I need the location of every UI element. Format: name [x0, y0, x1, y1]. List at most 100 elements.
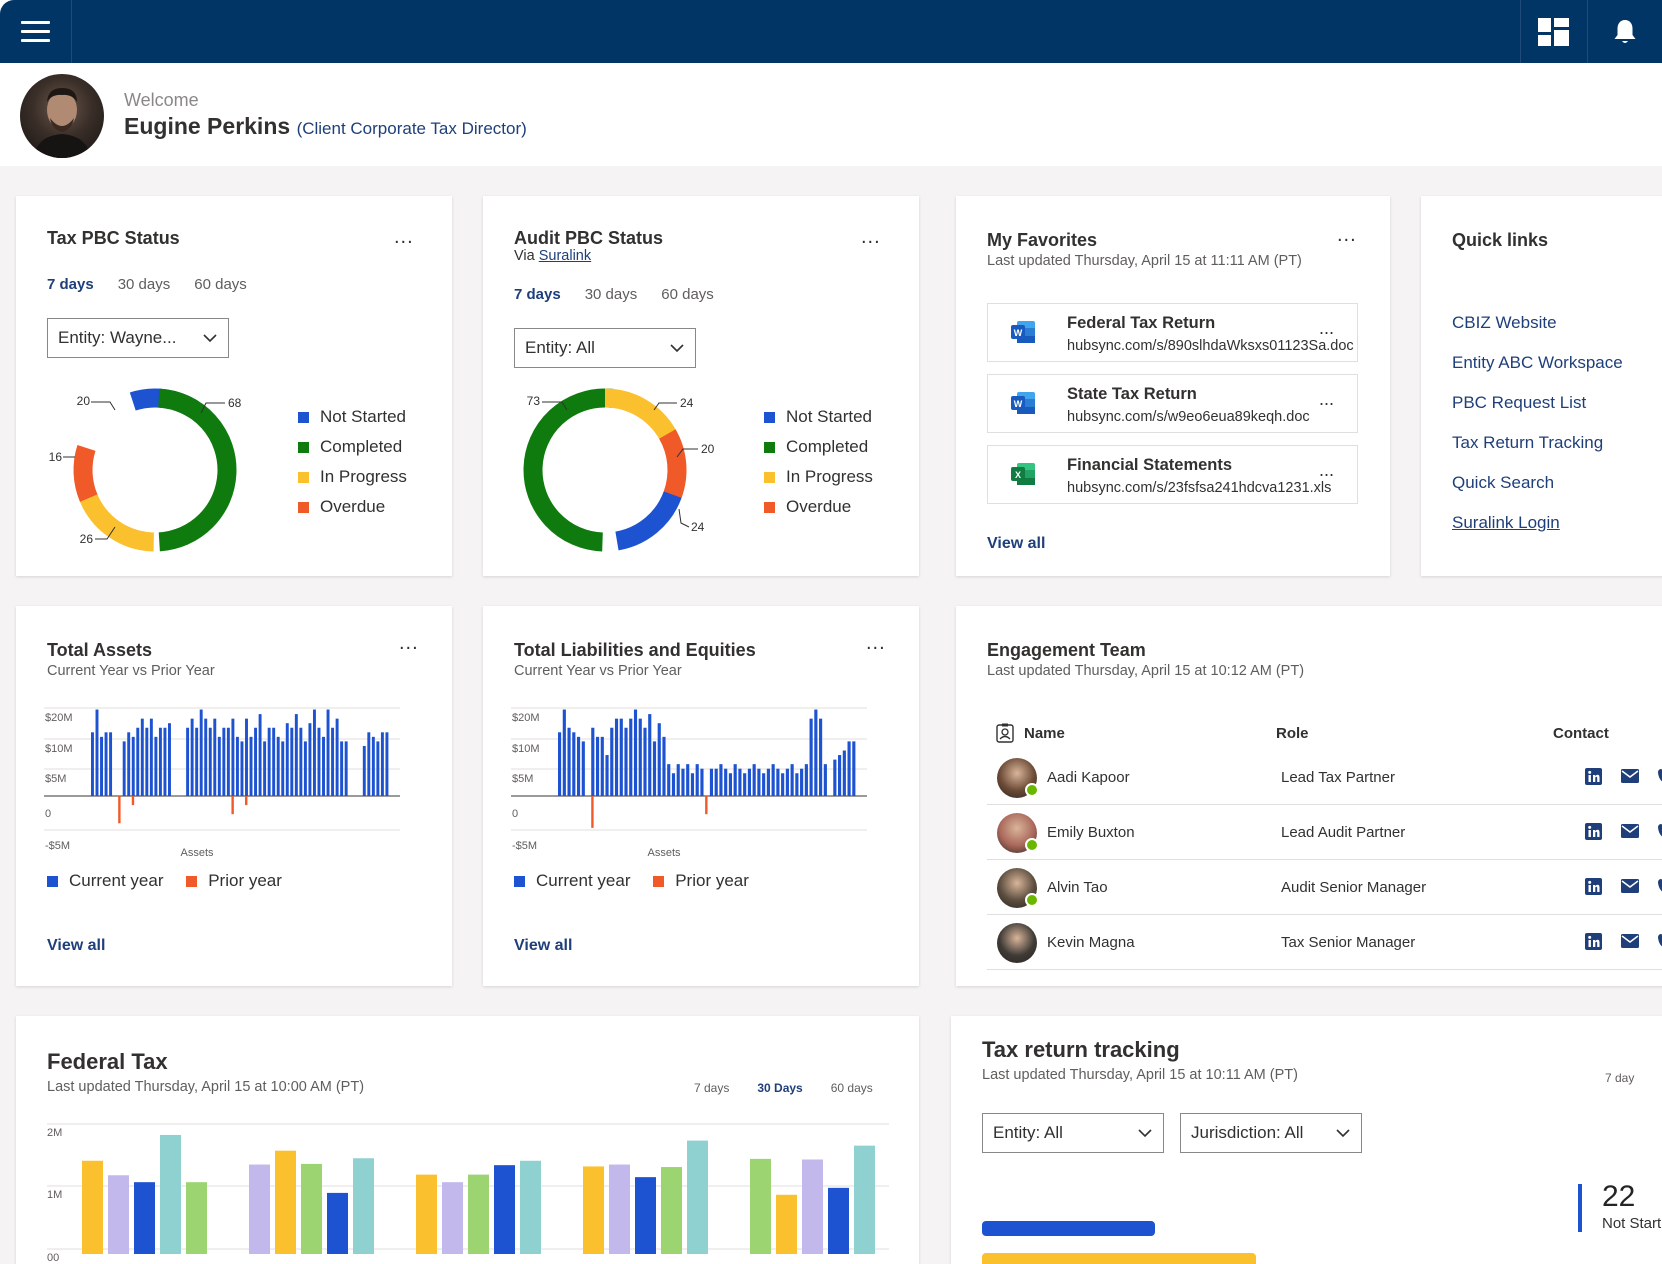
bar-current-year	[281, 741, 285, 796]
tab-30-days[interactable]: 30 Days	[757, 1081, 803, 1095]
bar-current-year	[738, 768, 742, 796]
tab-7-days[interactable]: 7 days	[514, 286, 561, 303]
avatar[interactable]	[997, 923, 1037, 963]
entity-select[interactable]: Entity: All	[982, 1113, 1164, 1153]
label-not-started: 24	[691, 520, 705, 534]
notifications-button[interactable]	[1590, 0, 1660, 63]
tab-60-days[interactable]: 60 days	[830, 1081, 873, 1095]
entity-select[interactable]: Entity: All	[514, 328, 696, 368]
bar-current-year	[819, 718, 823, 796]
label-in-progress: 24	[680, 396, 694, 410]
mail-icon[interactable]	[1620, 768, 1640, 789]
label-in-progress: 26	[80, 532, 94, 546]
bar-current-year	[367, 732, 371, 796]
view-all-link[interactable]: View all	[987, 535, 1046, 552]
quick-link[interactable]: Entity ABC Workspace	[1452, 353, 1623, 372]
bar-current-year	[743, 773, 747, 796]
bar-current-year	[567, 727, 571, 796]
tab-30-days[interactable]: 30 days	[584, 286, 638, 303]
phone-icon[interactable]	[1657, 768, 1662, 791]
tab-7-days[interactable]: 7 day	[1605, 1071, 1635, 1085]
bar-current-year	[168, 723, 171, 796]
card-menu-button[interactable]: ...	[1337, 224, 1357, 246]
federal-tax-bar	[802, 1159, 823, 1254]
phone-icon[interactable]	[1657, 823, 1662, 846]
y-tick-label: -$5M	[512, 840, 537, 852]
bar-current-year	[335, 718, 339, 796]
period-tabs: 7 day	[1577, 1071, 1634, 1085]
jurisdiction-select[interactable]: Jurisdiction: All	[1180, 1113, 1362, 1153]
bar-current-year	[222, 727, 226, 796]
item-menu-button[interactable]: ...	[1319, 389, 1335, 409]
mail-icon[interactable]	[1620, 933, 1640, 954]
card-menu-button[interactable]: ...	[394, 226, 414, 248]
bar-current-year	[317, 727, 321, 796]
chevron-down-icon	[203, 334, 217, 343]
linkedin-icon[interactable]	[1585, 768, 1602, 790]
tab-60-days[interactable]: 60 days	[194, 276, 247, 293]
bar-current-year	[795, 773, 799, 796]
card-title: My Favorites	[987, 230, 1098, 250]
dashboard-layout-button[interactable]	[1520, 0, 1588, 63]
phone-icon[interactable]	[1657, 933, 1662, 956]
via-line: Via Suralink	[514, 248, 592, 264]
y-tick-label: $5M	[45, 773, 66, 785]
tab-30-days[interactable]: 30 days	[117, 276, 171, 293]
user-avatar[interactable]	[20, 74, 104, 158]
card-menu-button[interactable]: ...	[861, 226, 881, 248]
quick-link[interactable]: Tax Return Tracking	[1452, 433, 1604, 452]
quick-link[interactable]: Suralink Login	[1452, 513, 1560, 532]
quick-link[interactable]: Quick Search	[1452, 473, 1555, 492]
label-overdue: 16	[49, 450, 63, 464]
entity-select[interactable]: Entity: Wayne...	[47, 318, 229, 358]
y-tick-label: $20M	[512, 712, 540, 724]
team-member-row: Alvin Tao Audit Senior Manager	[987, 860, 1662, 915]
linkedin-icon[interactable]	[1585, 823, 1602, 845]
bar-current-year	[619, 718, 623, 796]
tab-7-days[interactable]: 7 days	[47, 276, 94, 293]
total-liabilities-bar-chart: $20M $10M $5M 0 -$5M Assets	[511, 707, 867, 859]
bar-current-year	[781, 773, 785, 796]
linkedin-icon[interactable]	[1585, 878, 1602, 900]
favorite-item[interactable]: X Financial Statements hubsync.com/s/23f…	[987, 445, 1358, 504]
quick-link[interactable]: CBIZ Website	[1452, 313, 1557, 332]
view-all-link[interactable]: View all	[514, 937, 573, 954]
quick-link[interactable]: PBC Request List	[1452, 393, 1587, 412]
engagement-team-card: Engagement Team Last updated Thursday, A…	[956, 606, 1662, 986]
bar-current-year	[719, 764, 723, 796]
item-menu-button[interactable]: ...	[1319, 318, 1335, 338]
mail-icon[interactable]	[1620, 878, 1640, 899]
progress-bar	[982, 1253, 1256, 1264]
favorite-item[interactable]: W State Tax Return hubsync.com/s/w9eo6eu…	[987, 374, 1358, 433]
chevron-down-icon	[1336, 1129, 1350, 1138]
bar-current-year	[842, 750, 846, 796]
view-all-link[interactable]: View all	[47, 937, 106, 954]
chart-legend: Not Started Completed In Progress Overdu…	[298, 402, 407, 522]
bar-current-year	[91, 732, 94, 796]
phone-icon[interactable]	[1657, 878, 1662, 901]
bar-current-year	[700, 768, 704, 796]
bar-prior-year	[591, 796, 594, 828]
bar-current-year	[312, 709, 316, 796]
label-completed: 68	[228, 396, 242, 410]
linkedin-icon[interactable]	[1585, 933, 1602, 955]
tab-7-days[interactable]: 7 days	[694, 1081, 730, 1095]
bar-current-year	[299, 727, 303, 796]
suralink-link[interactable]: Suralink	[538, 248, 592, 264]
slice-overdue	[73, 388, 237, 552]
favorite-item[interactable]: W Federal Tax Return hubsync.com/s/890sl…	[987, 303, 1358, 362]
tab-60-days[interactable]: 60 days	[661, 286, 714, 303]
bar-current-year	[154, 736, 158, 796]
bar-current-year	[714, 768, 718, 796]
mail-icon[interactable]	[1620, 823, 1640, 844]
federal-tax-bar	[160, 1134, 181, 1254]
last-updated: Last updated Thursday, April 15 at 10:00…	[47, 1079, 365, 1095]
y-tick-label: 1M	[47, 1189, 62, 1201]
hamburger-menu-button[interactable]	[0, 0, 72, 63]
member-name: Kevin Magna	[1047, 934, 1135, 951]
bar-prior-year	[245, 796, 248, 806]
bar-current-year	[766, 768, 770, 796]
item-menu-button[interactable]: ...	[1319, 460, 1335, 480]
bar-current-year	[600, 736, 604, 796]
bar-current-year	[340, 741, 344, 796]
